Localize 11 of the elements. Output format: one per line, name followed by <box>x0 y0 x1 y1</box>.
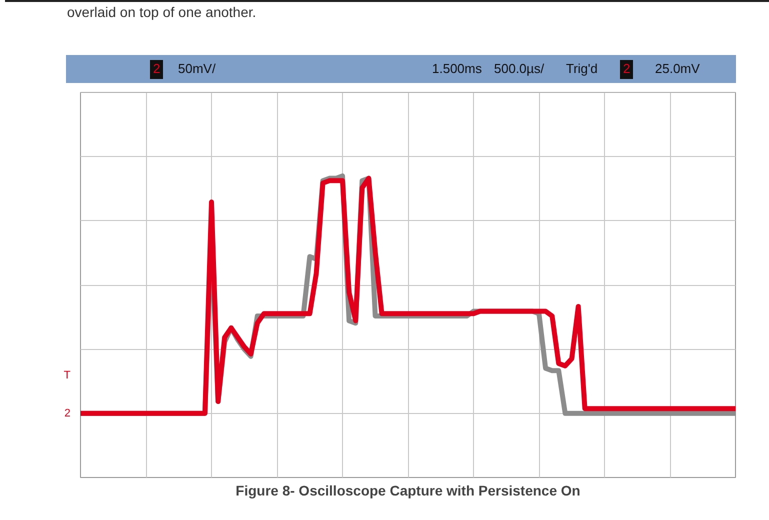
text: 2 <box>150 60 164 79</box>
text: Trig'd <box>566 60 598 78</box>
text: 1.500ms <box>432 60 482 78</box>
text: 25.0mV <box>655 60 700 78</box>
text: Figure 8- Oscilloscope Capture with Persistence On <box>236 482 580 498</box>
text: 2 <box>64 407 71 420</box>
text: 500.0µs/ <box>494 60 544 78</box>
text: overlaid on top of one another. <box>67 3 256 22</box>
text: 50mV/ <box>178 60 216 78</box>
text: 2 <box>620 60 634 79</box>
text: T <box>64 369 71 382</box>
